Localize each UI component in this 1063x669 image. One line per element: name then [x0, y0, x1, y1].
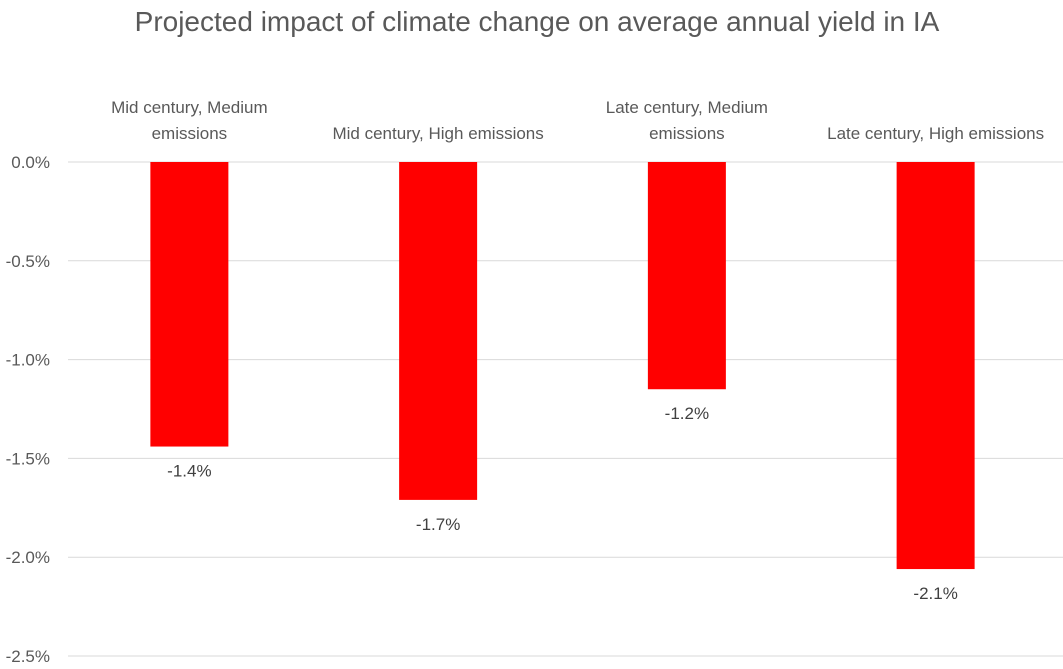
bar	[896, 162, 975, 570]
y-axis-tick-labels: 0.0% -0.5% -1.0% -1.5% -2.0% -2.5%	[6, 153, 50, 666]
y-tick-label: -0.5%	[6, 252, 50, 271]
bar	[647, 162, 726, 390]
data-labels: -1.4% -1.7% -1.2% -2.1%	[167, 404, 958, 603]
y-tick-label: -1.5%	[6, 449, 50, 468]
data-label: -1.2%	[665, 404, 709, 423]
data-label: -1.7%	[416, 515, 460, 534]
bar	[399, 162, 478, 500]
y-tick-label: 0.0%	[11, 153, 50, 172]
chart-title: Projected impact of climate change on av…	[134, 6, 940, 37]
data-label: -2.1%	[913, 584, 957, 603]
y-tick-label: -2.5%	[6, 647, 50, 666]
category-label: Late century, Medium emissions	[606, 98, 768, 143]
category-label: Mid century, Medium emissions	[111, 98, 268, 143]
category-labels: Mid century, Medium emissions Mid century,…	[111, 98, 1044, 143]
y-tick-label: -2.0%	[6, 548, 50, 567]
category-label: Mid century, High emissions	[332, 124, 543, 143]
bar	[150, 162, 229, 447]
y-tick-label: -1.0%	[6, 351, 50, 370]
category-label: Late century, High emissions	[827, 124, 1044, 143]
bars	[150, 162, 975, 570]
gridlines	[68, 161, 1063, 657]
data-label: -1.4%	[167, 462, 211, 481]
